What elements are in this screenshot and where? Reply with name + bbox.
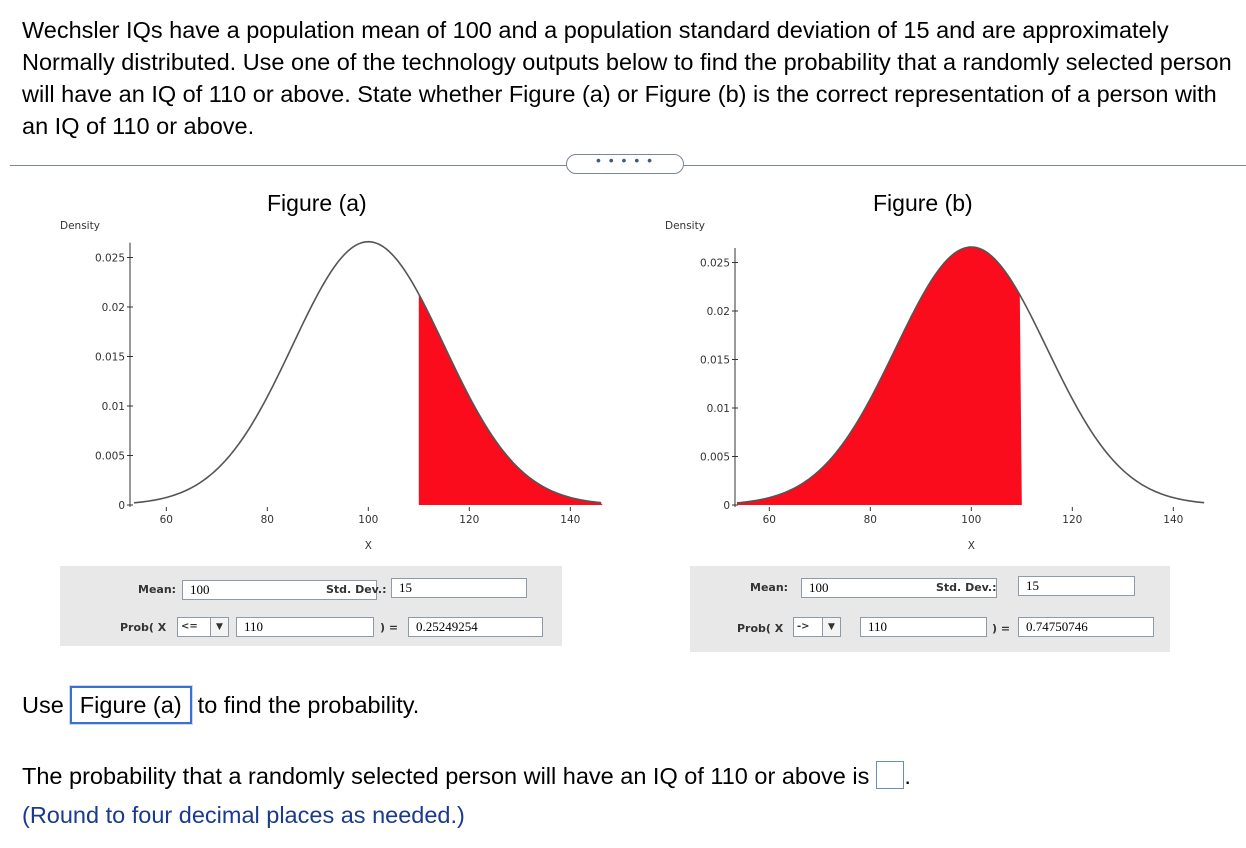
figure-b-mean-field[interactable]: 100 — [801, 578, 997, 598]
use-prefix: Use — [22, 692, 64, 718]
figb-y-tick-label: 0.015 — [700, 355, 730, 367]
figure-a-x-field[interactable]: 110 — [236, 617, 374, 637]
figa-shaded-area — [418, 294, 603, 505]
figure-a-sd-label: Std. Dev.: — [326, 583, 387, 596]
figa-x-tick-label: 80 — [261, 514, 274, 526]
figure-b-prob-label: Prob( X — [737, 622, 784, 635]
use-suffix: to find the probability. — [197, 692, 420, 718]
figb-y-tick-label: 0.01 — [707, 403, 730, 415]
figb-shaded-area — [737, 247, 1022, 505]
figure-b-result-field[interactable]: 0.74750746 — [1018, 617, 1154, 637]
figure-b-sd-label: Std. Dev.: — [936, 581, 997, 594]
chevron-down-icon: ▼ — [210, 618, 228, 636]
figa-y-tick-label: 0.01 — [102, 401, 125, 413]
figb-y-tick-label: 0.025 — [700, 258, 730, 270]
figure-a-mean-label: Mean: — [138, 583, 177, 596]
chevron-down-icon: ▼ — [822, 618, 840, 636]
figure-b-operator-value: -> — [797, 621, 810, 632]
use-figure-sentence: Use Figure (a) to find the probability. — [22, 686, 419, 724]
figa-x-tick-label: 120 — [459, 514, 479, 526]
figa-x-axis-label: X — [365, 540, 372, 552]
figa-y-tick-label: 0.02 — [102, 302, 125, 314]
figb-y-tick-label: 0 — [723, 500, 730, 512]
figure-a-operator-value: <= — [181, 621, 198, 632]
figa-y-axis-label: Density — [60, 220, 100, 232]
figure-b-sd-field[interactable]: 15 — [1018, 576, 1135, 596]
figure-b-plot: Density 0.025 0.02 0.015 0.01 0.005 0 60 80 100 12… — [665, 220, 1205, 552]
figa-x-tick-label: 140 — [560, 514, 580, 526]
figb-x-tick-label: 80 — [864, 514, 877, 526]
figure-a-mean-field[interactable]: 100 — [182, 580, 377, 600]
expand-more-button[interactable]: • • • • • — [566, 153, 684, 174]
figb-y-tick-label: 0.005 — [700, 452, 730, 464]
figure-a-eq-label: ) = — [380, 621, 399, 634]
figure-b-title: Figure (b) — [873, 190, 973, 216]
figure-b-mean-label: Mean: — [750, 581, 789, 594]
figb-x-axis-label: X — [968, 540, 975, 552]
figa-y-tick-label: 0.005 — [95, 451, 125, 463]
figb-y-tick-label: 0.02 — [707, 306, 730, 318]
figure-b-panel: Mean: 100 Std. Dev.: 15 Prob( X -> ▼ 110… — [690, 566, 1170, 652]
figa-x-tick-label: 100 — [358, 514, 378, 526]
figure-b-eq-label: ) = — [992, 622, 1011, 635]
answer-prefix: The probability that a randomly selected… — [22, 763, 870, 789]
figa-y-tick-label: 0.015 — [95, 352, 125, 364]
figa-y-tick-label: 0 — [118, 500, 125, 512]
rounding-hint: (Round to four decimal places as needed.… — [22, 802, 465, 828]
figure-a-result-field[interactable]: 0.25249254 — [408, 617, 543, 637]
figb-x-tick-label: 120 — [1062, 514, 1082, 526]
figure-a-prob-label: Prob( X — [120, 621, 167, 634]
question-text: Wechsler IQs have a population mean of 1… — [22, 17, 1232, 139]
figure-a-title: Figure (a) — [267, 190, 367, 216]
figb-x-tick-label: 60 — [763, 514, 776, 526]
figb-x-tick-label: 140 — [1163, 514, 1183, 526]
figa-x-tick-label: 60 — [160, 514, 173, 526]
figure-a-plot: Density 0.025 0.02 0.015 0.01 0.005 0 60 80 100 12… — [60, 220, 603, 552]
figa-density-curve — [133, 240, 602, 504]
figb-x-tick-label: 100 — [961, 514, 981, 526]
figure-b-x-field[interactable]: 110 — [860, 617, 987, 637]
figb-density-curve — [736, 246, 1205, 504]
figure-choice-dropdown[interactable]: Figure (a) — [69, 686, 192, 724]
figure-a-sd-field[interactable]: 15 — [391, 578, 527, 598]
answer-input[interactable] — [876, 760, 905, 789]
answer-suffix: . — [904, 763, 911, 789]
figure-a-panel: Mean: 100 Std. Dev.: 15 Prob( X <= ▼ 110… — [60, 566, 562, 646]
figure-a-operator-select[interactable]: <= ▼ — [177, 617, 229, 637]
figa-y-tick-label: 0.025 — [95, 253, 125, 265]
answer-sentence: The probability that a randomly selected… — [22, 760, 911, 792]
figure-b-operator-select[interactable]: -> ▼ — [793, 617, 841, 637]
figb-y-axis-label: Density — [665, 220, 705, 232]
